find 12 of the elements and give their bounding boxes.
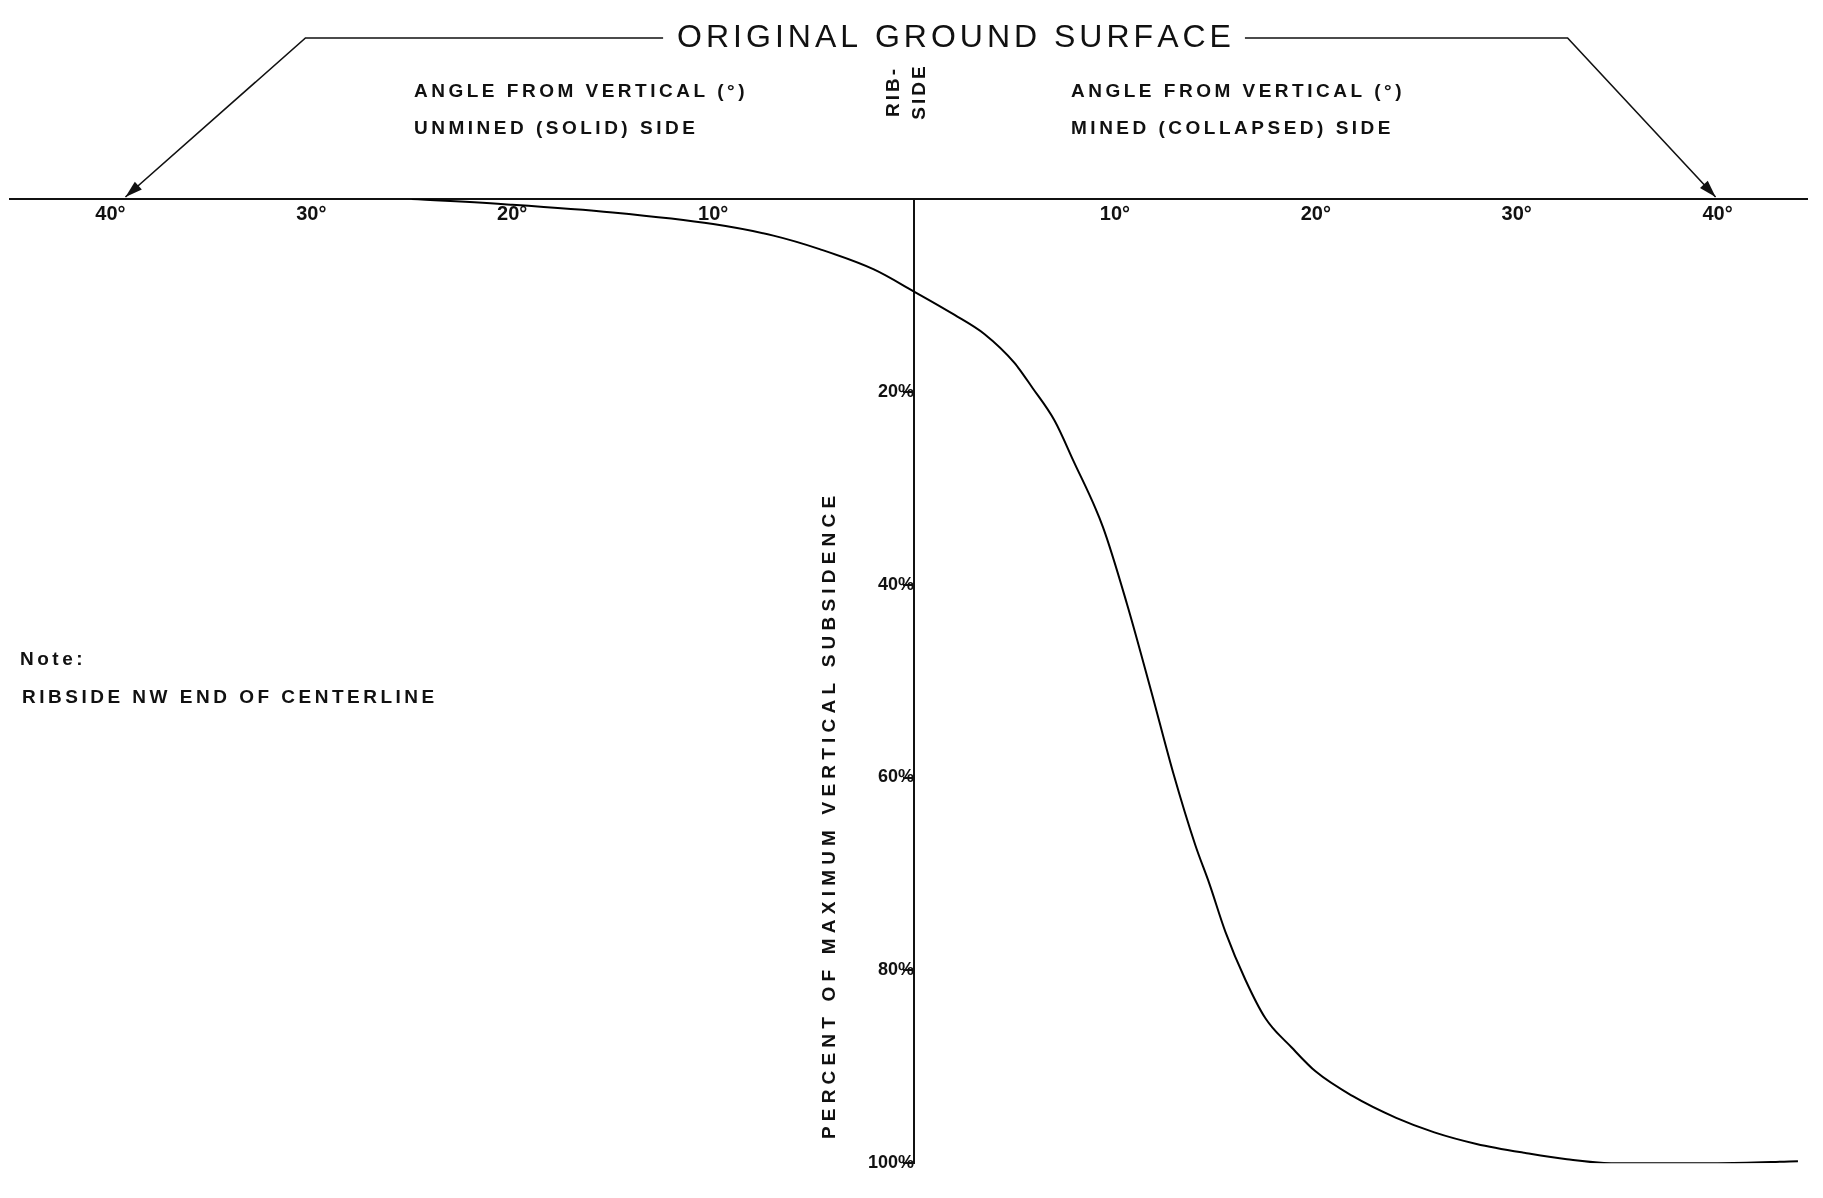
- x-tick-label: 30°: [1501, 201, 1532, 224]
- x-tick-label: 40°: [95, 201, 126, 224]
- y-tick-label: 60%: [877, 766, 915, 787]
- x-tick-label: 30°: [296, 201, 327, 224]
- x-tick-label: 10°: [698, 201, 729, 224]
- x-tick-label: 20°: [1300, 201, 1331, 224]
- x-tick-label: 40°: [1702, 201, 1733, 224]
- x-tick-label: 10°: [1099, 201, 1131, 224]
- y-tick-label: 100%: [867, 1152, 915, 1173]
- x-tick-label: 20°: [497, 201, 528, 224]
- text: PERCENT OF MAXIMUM VERTICAL SUBSIDENCE: [818, 495, 840, 1140]
- text: RIB-SIDE: [882, 66, 930, 120]
